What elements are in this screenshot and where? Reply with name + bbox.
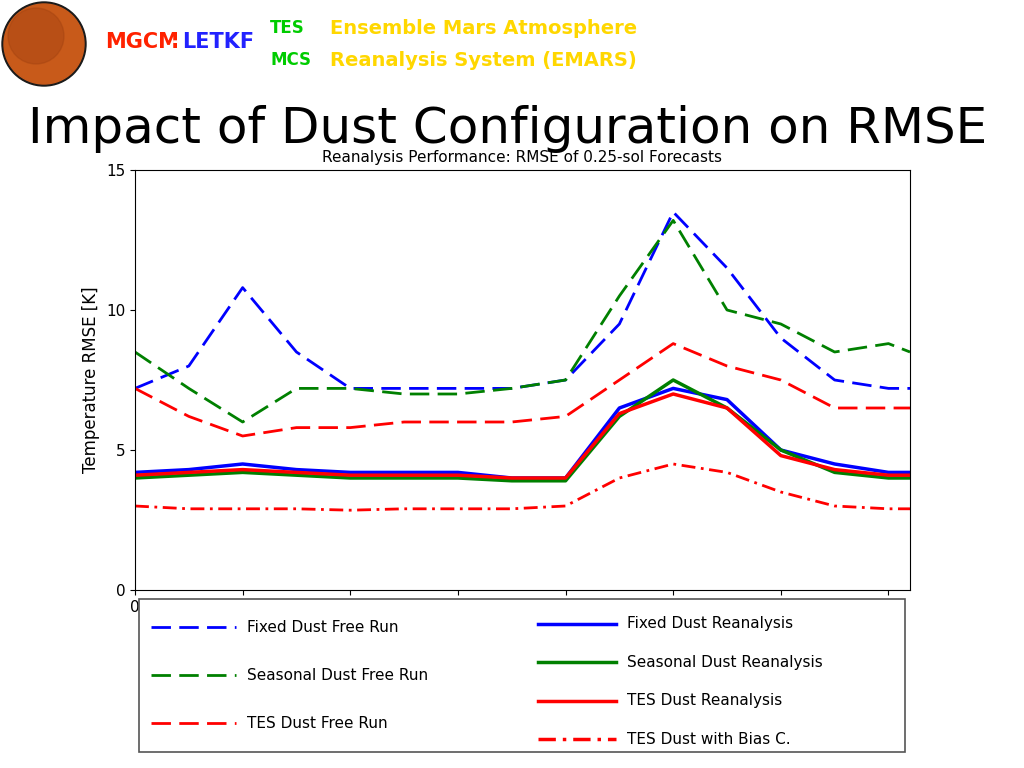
Text: TES Dust with Bias C.: TES Dust with Bias C.: [627, 731, 791, 746]
Text: TES Dust Free Run: TES Dust Free Run: [248, 716, 388, 730]
Text: -: -: [172, 32, 180, 52]
Text: MCS: MCS: [270, 51, 311, 69]
FancyBboxPatch shape: [139, 599, 904, 752]
Text: Fixed Dust Reanalysis: Fixed Dust Reanalysis: [627, 616, 794, 631]
Text: Reanalysis System (EMARS): Reanalysis System (EMARS): [330, 51, 637, 69]
Text: TES: TES: [270, 19, 305, 37]
Circle shape: [4, 4, 84, 84]
Text: .: .: [247, 32, 255, 52]
X-axis label: Ls [deg]: Ls [deg]: [488, 621, 556, 638]
Text: Fixed Dust Free Run: Fixed Dust Free Run: [248, 620, 399, 634]
Text: MGCM: MGCM: [105, 32, 179, 52]
Text: TES Dust Reanalysis: TES Dust Reanalysis: [627, 693, 782, 708]
Circle shape: [8, 8, 63, 64]
Text: Seasonal Dust Free Run: Seasonal Dust Free Run: [248, 667, 428, 683]
Text: Seasonal Dust Reanalysis: Seasonal Dust Reanalysis: [627, 654, 823, 670]
Text: LETKF: LETKF: [182, 32, 254, 52]
Circle shape: [2, 2, 86, 86]
Text: Impact of Dust Configuration on RMSE: Impact of Dust Configuration on RMSE: [28, 105, 987, 153]
Title: Reanalysis Performance: RMSE of 0.25-sol Forecasts: Reanalysis Performance: RMSE of 0.25-sol…: [323, 150, 723, 164]
Y-axis label: Temperature RMSE [K]: Temperature RMSE [K]: [83, 286, 100, 473]
Text: Ensemble Mars Atmosphere: Ensemble Mars Atmosphere: [330, 18, 637, 38]
